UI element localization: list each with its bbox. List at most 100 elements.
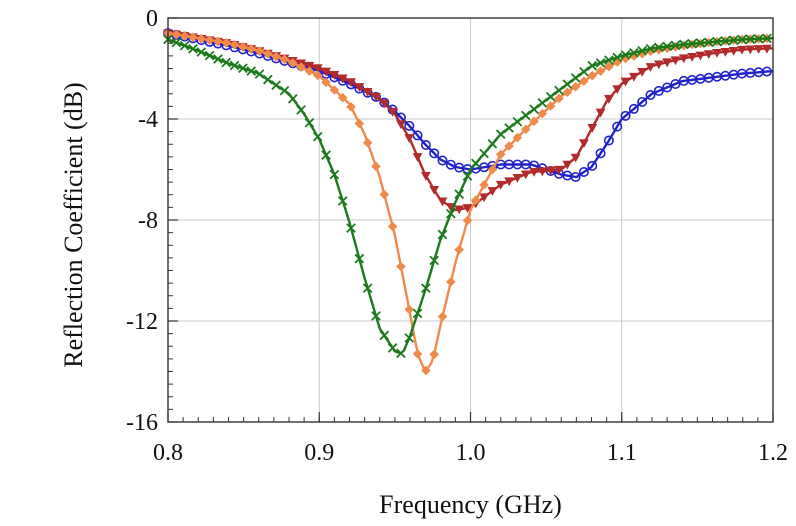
- data-point: [437, 229, 448, 240]
- data-point: [487, 139, 498, 149]
- data-point: [753, 45, 764, 54]
- data-point: [761, 66, 772, 77]
- data-point: [479, 180, 489, 190]
- data-point: [271, 80, 281, 91]
- data-point: [604, 94, 614, 104]
- data-point: [612, 52, 623, 63]
- y-tick-label: -4: [138, 107, 158, 133]
- data-point: [387, 343, 398, 353]
- x-tick-label: 0.8: [153, 440, 183, 466]
- data-point: [595, 58, 606, 68]
- data-point: [387, 221, 398, 232]
- data-point: [595, 66, 606, 76]
- data-point: [678, 39, 689, 50]
- data-point: [554, 85, 564, 96]
- data-point: [670, 78, 681, 89]
- ticks: [167, 17, 774, 423]
- data-point: [188, 32, 198, 43]
- data-point: [379, 189, 390, 200]
- data-point: [421, 365, 431, 376]
- data-point: [479, 148, 489, 159]
- data-point: [545, 166, 556, 176]
- data-point: [504, 141, 514, 151]
- data-point: [437, 311, 448, 322]
- data-point: [454, 244, 464, 255]
- data-point: [304, 61, 315, 71]
- data-point: [238, 42, 248, 52]
- data-point: [445, 159, 456, 170]
- data-point: [487, 187, 498, 196]
- data-point: [262, 74, 273, 85]
- data-point: [254, 69, 265, 79]
- data-point: [421, 283, 431, 294]
- data-point: [529, 116, 539, 127]
- data-point: [637, 96, 648, 107]
- data-point: [421, 172, 431, 181]
- data-point: [337, 196, 348, 206]
- data-point: [495, 180, 506, 190]
- data-point: [604, 61, 614, 72]
- data-point: [753, 33, 764, 44]
- data-point: [745, 45, 756, 55]
- data-point: [637, 67, 648, 77]
- data-point: [429, 255, 440, 266]
- data-point: [171, 29, 182, 40]
- data-point: [728, 46, 739, 56]
- data-point: [587, 160, 598, 171]
- data-point: [737, 45, 747, 55]
- data-point: [687, 52, 697, 62]
- data-point: [221, 57, 232, 68]
- data-point: [653, 85, 664, 96]
- data-point: [404, 304, 415, 315]
- data-point: [312, 131, 323, 142]
- data-point: [312, 64, 323, 74]
- data-point: [329, 71, 340, 80]
- data-point: [371, 92, 381, 102]
- data-point: [404, 333, 415, 343]
- data-point: [362, 137, 373, 148]
- data-point: [712, 49, 722, 58]
- data-point: [204, 50, 215, 61]
- data-point: [437, 197, 448, 207]
- data-point: [312, 70, 323, 81]
- data-point: [554, 93, 564, 104]
- data-point: [762, 44, 772, 54]
- data-point: [429, 349, 439, 360]
- data-point: [662, 82, 673, 93]
- x-tick-label: 0.9: [304, 440, 334, 466]
- data-point: [537, 167, 548, 177]
- data-point: [595, 108, 606, 118]
- data-point: [412, 153, 423, 162]
- y-axis-label: Reflection Coefficient (dB): [59, 82, 88, 367]
- data-point: [213, 36, 223, 47]
- data-point: [537, 98, 548, 108]
- data-point: [404, 120, 415, 131]
- data-point: [213, 54, 223, 64]
- data-point: [362, 87, 373, 97]
- data-point: [287, 93, 298, 104]
- data-point: [337, 74, 348, 84]
- y-tick-label: -12: [126, 309, 158, 335]
- data-point: [603, 135, 614, 146]
- data-point: [670, 56, 681, 66]
- tick-labels: 0.8 0.9 1.0 1.1 1.2 0 -4 -8 -12 -16: [126, 6, 788, 466]
- data-point: [520, 110, 531, 121]
- data-point: [479, 193, 489, 203]
- data-point: [396, 261, 406, 272]
- data-point: [578, 167, 589, 178]
- data-point: [371, 311, 381, 321]
- data-point: [520, 124, 531, 135]
- series-4: [163, 33, 774, 359]
- data-point: [296, 62, 306, 72]
- data-point: [662, 58, 673, 68]
- data-point: [354, 253, 365, 264]
- data-point: [570, 153, 581, 163]
- data-point: [279, 85, 290, 96]
- y-tick-label: 0: [146, 6, 158, 32]
- data-point: [229, 39, 240, 50]
- x-tick-label: 1.2: [758, 440, 788, 466]
- data-point: [520, 170, 531, 180]
- data-point: [179, 40, 190, 51]
- data-point: [379, 330, 390, 341]
